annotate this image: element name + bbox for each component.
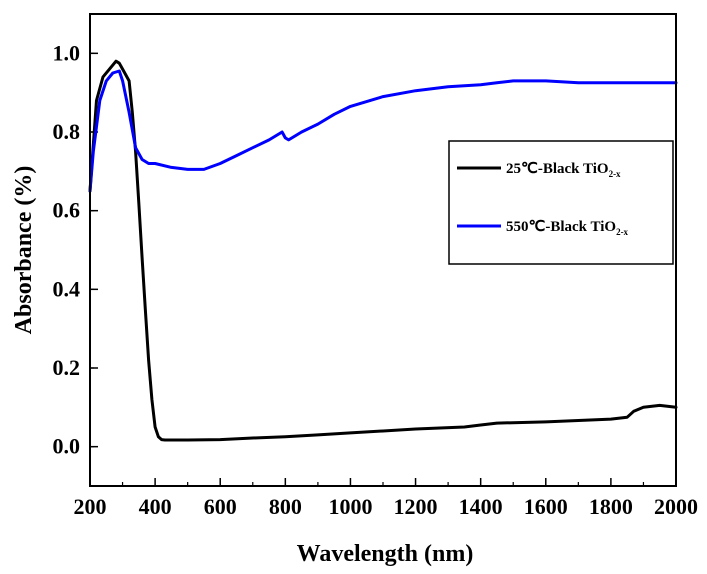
x-tick-label: 800 <box>269 494 302 519</box>
legend-box <box>448 140 674 265</box>
x-axis-title: Wavelength (nm) <box>297 541 474 567</box>
x-tick-label: 200 <box>74 494 107 519</box>
y-axis-title: Absorbance (%) <box>11 166 37 335</box>
x-tick-label: 400 <box>139 494 172 519</box>
x-tick-labels: 200 400 600 800 1000 1200 1400 1600 1800 2000 <box>74 494 699 519</box>
y-tick-label: 0.6 <box>53 198 81 223</box>
legend: 25℃-Black TiO2-x 550℃-Black TiO2-x <box>448 140 674 265</box>
y-tick-label: 0.0 <box>53 434 81 459</box>
plot-frame <box>89 13 677 487</box>
y-tick-label: 0.2 <box>53 355 81 380</box>
y-tick-label: 0.4 <box>53 276 81 301</box>
y-tick-label: 1.0 <box>53 40 81 65</box>
x-tick-label: 600 <box>204 494 237 519</box>
x-tick-label: 1400 <box>459 494 503 519</box>
series-line-1 <box>88 69 678 193</box>
x-tick-label: 1600 <box>524 494 568 519</box>
x-tick-label: 1200 <box>394 494 438 519</box>
y-tick-labels: 0.0 0.2 0.4 0.6 0.8 1.0 <box>53 40 81 458</box>
legend-label-25c: 25℃-Black TiO2-x <box>506 161 621 179</box>
y-tick-label: 0.8 <box>53 119 81 144</box>
legend-label-550c: 550℃-Black TiO2-x <box>506 219 629 237</box>
series-line-0 <box>88 59 678 442</box>
series-layer <box>88 59 678 442</box>
x-tick-label: 1800 <box>589 494 633 519</box>
x-tick-label: 2000 <box>654 494 698 519</box>
x-tick-label: 1000 <box>328 494 372 519</box>
